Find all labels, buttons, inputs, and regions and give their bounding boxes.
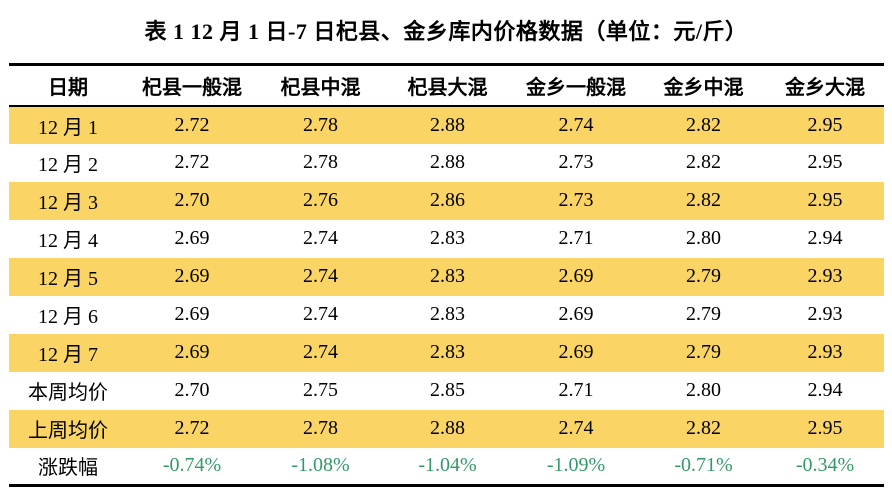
row-label: 12 月 6 <box>38 306 98 328</box>
row-label: 12 月 3 <box>9 181 127 220</box>
price-cell: 2.78 <box>303 151 338 173</box>
table-row-dec5: 12 月 5 2.69 2.74 2.83 2.69 2.79 2.93 <box>9 257 884 296</box>
price-cell: 2.74 <box>511 409 641 448</box>
row-label: 12 月 4 <box>38 230 98 252</box>
price-cell: 2.94 <box>807 227 843 249</box>
price-cell: 2.69 <box>174 227 210 249</box>
table-row-lastweek-avg: 上周均价 2.72 2.78 2.88 2.74 2.82 2.95 <box>9 409 884 448</box>
price-cell: 2.82 <box>641 409 766 448</box>
price-cell: 2.80 <box>686 379 721 401</box>
price-cell: 2.93 <box>766 333 884 372</box>
price-cell: 2.88 <box>430 151 465 173</box>
column-header-jinxiang-medium: 金乡中混 <box>641 64 766 107</box>
price-cell: 2.69 <box>558 303 594 325</box>
price-cell: 2.71 <box>558 379 594 401</box>
price-cell: 2.79 <box>641 257 766 296</box>
change-cell: -0.34% <box>795 454 855 477</box>
price-cell: 2.78 <box>257 105 384 144</box>
row-label: 12 月 2 <box>38 154 98 176</box>
price-cell: 2.70 <box>127 181 257 220</box>
price-cell: 2.82 <box>641 181 766 220</box>
change-cell: -0.71% <box>674 454 733 477</box>
row-label: 12 月 7 <box>9 333 127 372</box>
price-cell: 2.85 <box>430 379 465 401</box>
change-cell: -1.09% <box>546 454 606 477</box>
price-cell: 2.74 <box>257 333 384 372</box>
table-header-row: 日期 杞县一般混 杞县中混 杞县大混 金乡一般混 金乡中混 金乡大混 <box>9 64 884 107</box>
row-label: 上周均价 <box>9 409 127 448</box>
row-label: 涨跌幅 <box>38 457 98 480</box>
table-row-dec4: 12 月 4 2.69 2.74 2.83 2.71 2.80 2.94 <box>9 220 884 258</box>
column-header-date: 日期 <box>9 64 127 107</box>
price-cell: 2.74 <box>303 227 338 249</box>
column-header-qixian-medium: 杞县中混 <box>257 64 384 107</box>
price-cell: 2.83 <box>430 227 465 249</box>
table-row-dec2: 12 月 2 2.72 2.78 2.88 2.73 2.82 2.95 <box>9 144 884 182</box>
price-cell: 2.93 <box>807 303 843 325</box>
price-cell: 2.69 <box>127 333 257 372</box>
price-cell: 2.83 <box>384 333 511 372</box>
table-row-week-avg: 本周均价 2.70 2.75 2.85 2.71 2.80 2.94 <box>9 372 884 410</box>
price-cell: 2.95 <box>766 409 884 448</box>
change-cell: -1.04% <box>418 454 477 477</box>
row-label: 12 月 5 <box>9 257 127 296</box>
price-cell: 2.72 <box>174 151 210 173</box>
table-title: 表 1 12 月 1 日-7 日杞县、金乡库内价格数据（单位：元/斤） <box>144 19 748 44</box>
table-row-dec1: 12 月 1 2.72 2.78 2.88 2.74 2.82 2.95 <box>9 105 884 144</box>
price-cell: 2.69 <box>511 257 641 296</box>
price-cell: 2.86 <box>384 181 511 220</box>
column-header-jinxiang-large: 金乡大混 <box>766 64 884 107</box>
price-cell: 2.72 <box>127 409 257 448</box>
price-cell: 2.88 <box>384 409 511 448</box>
price-cell: 2.79 <box>641 333 766 372</box>
price-cell: 2.70 <box>174 379 210 401</box>
price-cell: 2.69 <box>127 257 257 296</box>
price-cell: 2.83 <box>430 303 465 325</box>
price-cell: 2.82 <box>641 105 766 144</box>
price-cell: 2.94 <box>807 379 843 401</box>
row-label: 12 月 1 <box>9 105 127 144</box>
row-label: 本周均价 <box>28 382 108 404</box>
table-row-change-pct: 涨跌幅 -0.74% -1.08% -1.04% -1.09% -0.71% -… <box>9 448 884 486</box>
price-cell: 2.95 <box>766 105 884 144</box>
price-cell: 2.69 <box>174 303 210 325</box>
table-row-dec7: 12 月 7 2.69 2.74 2.83 2.69 2.79 2.93 <box>9 333 884 372</box>
price-cell: 2.72 <box>127 105 257 144</box>
column-header-qixian-general: 杞县一般混 <box>127 64 257 107</box>
column-header-jinxiang-general: 金乡一般混 <box>511 64 641 107</box>
price-cell: 2.88 <box>384 105 511 144</box>
table-row-dec6: 12 月 6 2.69 2.74 2.83 2.69 2.79 2.93 <box>9 296 884 334</box>
price-cell: 2.71 <box>558 227 594 249</box>
price-cell: 2.80 <box>686 227 721 249</box>
price-cell: 2.79 <box>686 303 721 325</box>
price-cell: 2.93 <box>766 257 884 296</box>
price-cell: 2.76 <box>257 181 384 220</box>
price-cell: 2.83 <box>384 257 511 296</box>
price-table: 日期 杞县一般混 杞县中混 杞县大混 金乡一般混 金乡中混 金乡大混 12 月 … <box>9 63 884 487</box>
price-cell: 2.95 <box>807 151 843 173</box>
price-cell: 2.74 <box>511 105 641 144</box>
change-cell: -1.08% <box>291 454 350 477</box>
price-cell: 2.73 <box>511 181 641 220</box>
column-header-qixian-large: 杞县大混 <box>384 64 511 107</box>
price-cell: 2.75 <box>303 379 338 401</box>
price-cell: 2.95 <box>766 181 884 220</box>
price-cell: 2.78 <box>257 409 384 448</box>
price-cell: 2.73 <box>558 151 594 173</box>
price-cell: 2.69 <box>511 333 641 372</box>
table-row-dec3: 12 月 3 2.70 2.76 2.86 2.73 2.82 2.95 <box>9 181 884 220</box>
price-cell: 2.74 <box>257 257 384 296</box>
price-cell: 2.82 <box>686 151 721 173</box>
change-cell: -0.74% <box>162 454 222 477</box>
price-cell: 2.74 <box>303 303 338 325</box>
